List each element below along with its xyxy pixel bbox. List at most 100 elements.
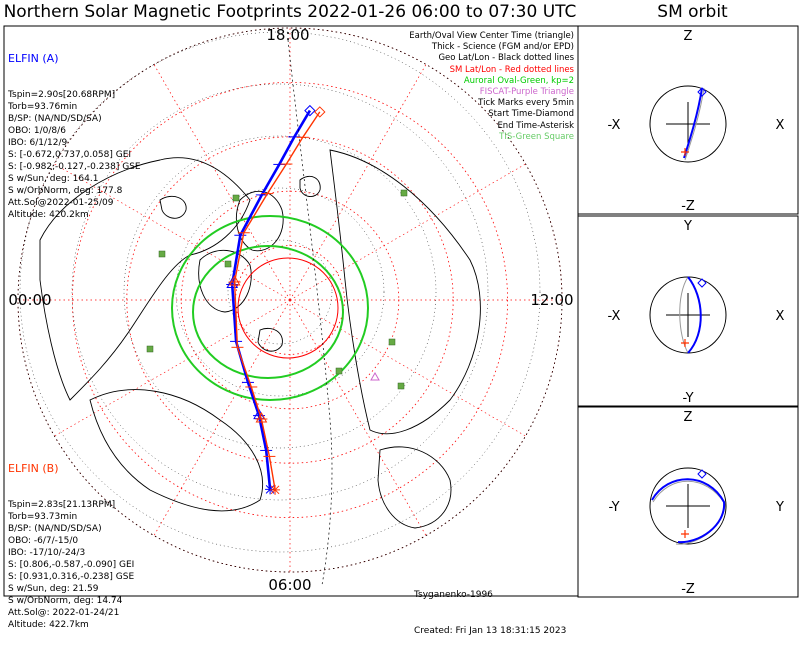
elfin-a-line: Att.Sol@2022-01-25/09 [8, 198, 114, 208]
earth-circle [649, 467, 727, 545]
orbit-panel-yz: Z -Z -Y Y [577, 406, 799, 598]
elfin-b-line: Tspin=2.83s[21.13RPM] [8, 500, 116, 510]
elfin-a-line: S w/Sun, deg: 164.1 [8, 174, 99, 184]
landmass-outline [159, 196, 187, 219]
sm-mlt-line [289, 163, 526, 301]
elfin-b-line: Att.Sol@: 2022-01-24/21 [8, 608, 120, 618]
tis-station-marker [146, 345, 154, 353]
elfin-a-line: Altitude: 420.2km [8, 210, 89, 220]
footprint-map: 18:00 00:00 12:00 06:00 [3, 25, 579, 597]
orbit-axis-label-left: -Y [608, 500, 619, 515]
landmass-outline [236, 190, 284, 252]
orbit-panel-frame [577, 406, 799, 598]
orbit-start-diamond [697, 469, 707, 479]
fiscat-marker [370, 371, 380, 381]
legend-item: SM Lat/Lon - Red dotted lines [449, 64, 574, 75]
orbit-elfin-a [651, 478, 726, 544]
sm-mlt-line [54, 163, 291, 301]
elfin-a-line: S w/OrbNorm, deg: 177.8 [8, 186, 123, 196]
auroral-oval-inner [171, 215, 369, 401]
tis-station-marker [224, 260, 232, 268]
geo-lat-circle [71, 83, 489, 501]
legend-item: FISCAT-Purple Triangle [479, 87, 574, 98]
track-center-triangle [228, 274, 241, 286]
orbit-end-asterisk [681, 148, 689, 156]
legend-item: Tick Marks every 5min [478, 98, 574, 109]
elfin-b-line: B/SP: (NA/ND/SD/SA) [8, 524, 102, 534]
orbit-axis-label-right: Y [775, 500, 784, 515]
legend-item: Geo Lat/Lon - Black dotted lines [438, 53, 574, 64]
page-title: Northern Solar Magnetic Footprints 2022-… [3, 2, 577, 22]
elfin-b-line: IBO: -17/10/-24/3 [8, 548, 86, 558]
orbit-axis-label-top: Y [683, 219, 692, 234]
map-grid [17, 27, 563, 573]
landmass-outline [299, 176, 321, 197]
orbit-panel-xz: Z -Z -X X [577, 25, 799, 215]
legend-item: Earth/Oval View Center Time (triangle) [409, 31, 574, 41]
orbit-panels: Z -Z -X X Y -Y -X X Z -Z -Y Y [577, 25, 799, 598]
orbit-panel-xy: Y -Y -X X [577, 215, 799, 407]
orbit-start-diamond [697, 87, 707, 97]
tis-station-marker [397, 382, 405, 390]
legend-item: Thick - Science (FGM and/or EPD) [431, 42, 574, 53]
landmass-outline [198, 249, 252, 313]
elfin-b-line: S: [0.806,-0.587,-0.090] GEI [8, 560, 135, 570]
tis-station-marker [232, 194, 240, 202]
landmass-outline [329, 149, 481, 435]
map-boundary [17, 27, 563, 573]
elfin-a-line: S: [-0.672,0.737,0.058] GEI [8, 150, 132, 160]
orbit-axis-label-bottom: -Z [681, 199, 695, 214]
landmasses [39, 149, 481, 529]
geo-lat-circle [175, 187, 385, 397]
elfin-b-line: Altitude: 422.7km [8, 620, 89, 630]
mlt-label-top: 18:00 [266, 26, 309, 44]
legend: Earth/Oval View Center Time (triangle) Th… [409, 31, 574, 143]
orbit-axis-label-top: Z [684, 410, 693, 425]
orbit-axis-label-top: Z [684, 29, 693, 44]
elfin-a-line: OBO: 1/0/8/6 [8, 126, 66, 136]
orbit-axis-label-right: X [776, 309, 785, 324]
elfin-a-header: ELFIN (A) [8, 52, 59, 65]
orbit-end-asterisk [681, 530, 689, 538]
legend-item: Auroral Oval-Green, kp=2 [463, 75, 574, 86]
orbit-axis-label-bottom: -Y [682, 391, 693, 406]
auroral-oval [146, 189, 408, 401]
mlt-label-bottom: 06:00 [268, 576, 311, 594]
elfin-b-line: S w/Sun, deg: 21.59 [8, 584, 99, 594]
orbit-start-diamond [697, 278, 707, 288]
elfin-b-line: S w/OrbNorm, deg: 14.74 [8, 596, 123, 606]
earth-circle [649, 85, 727, 163]
orbit-panel-frame [577, 215, 799, 407]
model-credit: Tsyganenko-1996 [414, 590, 493, 600]
orbit-elfin-a [683, 87, 703, 159]
landmass-outline [377, 446, 452, 529]
tis-station-marker [158, 250, 166, 258]
legend-item: TIS-Green Square [499, 131, 574, 142]
elfin-b-line: Torb=93.73min [8, 512, 78, 522]
sm-lat-80-circle [237, 257, 339, 359]
track-end-asterisk [270, 484, 281, 495]
track-center-triangle [255, 411, 268, 423]
sm-mlt-line [153, 299, 291, 536]
auroral-oval-boundary [192, 245, 344, 379]
elfin-b-info: ELFIN (B) Tspin=2.83s[21.13RPM] Torb=93.7… [8, 438, 134, 643]
elfin-b-header: ELFIN (B) [8, 462, 59, 475]
legend-item: End Time-Asterisk [497, 120, 574, 131]
elfin-a-line: Torb=93.76min [8, 102, 78, 112]
satellite-tracks [226, 39, 333, 586]
elfin-a-line: Tspin=2.90s[20.68RPM] [8, 90, 116, 100]
sm-mlt-line [153, 64, 291, 301]
sm-mlt-line [289, 64, 427, 301]
landmass-outline [89, 389, 264, 512]
elfin-a-line: S: [-0.982,-0.127,-0.238] GSE [8, 162, 141, 172]
geo-lat-circle [123, 135, 437, 449]
elfin-a-line: IBO: 6/1/12/9 [8, 138, 68, 148]
elfin-b-line: S: [0.931,0.316,-0.238] GSE [8, 572, 135, 582]
mlt-label-right: 12:00 [530, 291, 573, 309]
track-start-diamond [304, 104, 316, 117]
geo-meridian [287, 39, 333, 586]
orbit-axis-label-left: -X [608, 118, 621, 133]
legend-item: Start Time-Diamond [488, 109, 574, 120]
elfin-b-line: OBO: -6/7/-15/0 [8, 536, 79, 546]
elfin-a-info: ELFIN (A) Tspin=2.90s[20.68RPM] Torb=93.7… [8, 28, 141, 233]
